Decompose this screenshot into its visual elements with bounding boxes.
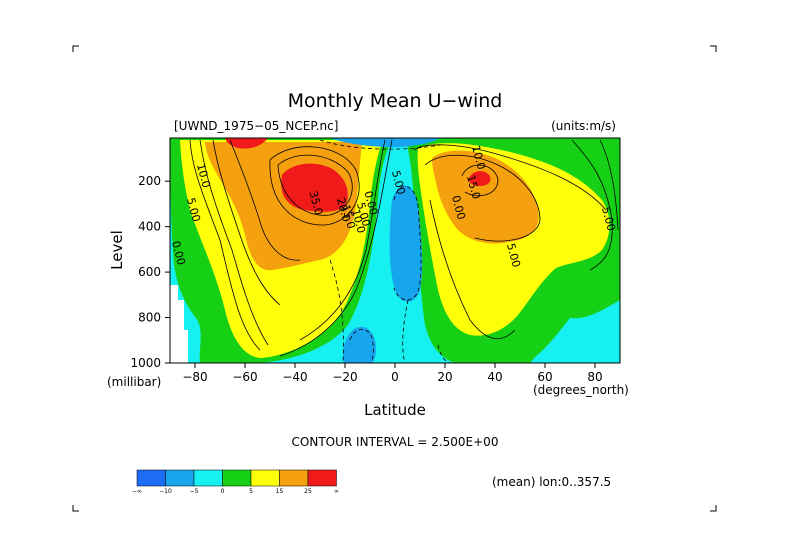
x-axis-title: Latitude — [364, 401, 426, 419]
x-tick-label: 0 — [391, 370, 399, 384]
colorbar-tick-label: 0 — [221, 488, 225, 495]
contour-label: 0.00 — [169, 239, 188, 266]
y-tick-label: 1000 — [130, 356, 161, 370]
colorbar-tick-label: ∞ — [334, 488, 339, 495]
contour-label: 5.00 — [184, 196, 203, 223]
x-tick-label: 60 — [537, 370, 552, 384]
contour-label: 5.00 — [504, 242, 523, 269]
band-blue-equator — [389, 185, 423, 302]
missing-data — [170, 285, 188, 363]
x-tick-label: 40 — [487, 370, 502, 384]
contour-label: 5.00 — [599, 205, 618, 232]
x-tick-label: −60 — [232, 370, 257, 384]
y-tick-label: 800 — [138, 311, 161, 325]
source-label: [UWND_1975−05_NCEP.nc] — [174, 119, 338, 133]
contour-label: 15.0 — [464, 174, 483, 201]
contour-label: 10.0 — [469, 144, 488, 171]
x-unit-label: (degrees_north) — [533, 383, 629, 397]
band-red-south — [281, 163, 348, 212]
units-label: (units:m/s) — [551, 119, 616, 133]
contour-label: 0.00 — [361, 189, 380, 216]
contour-label: 0.00 — [449, 194, 468, 221]
contour-label: 5.00 — [389, 169, 408, 196]
crop-marks — [72, 45, 717, 512]
contour-label: 20.0 — [334, 196, 353, 223]
colorbar-tick-label: −5 — [190, 488, 199, 495]
band-orange-north — [432, 150, 539, 244]
x-axis: −80 −60 −40 −20 0 20 40 60 80 — [182, 363, 603, 384]
colorbar-tick-label: −∞ — [132, 488, 142, 495]
contour-label: 10.0 — [349, 208, 368, 235]
x-tick-label: −20 — [332, 370, 357, 384]
plot-area — [170, 138, 620, 363]
colorbar-tick-label: 25 — [304, 488, 312, 495]
contours-positive — [189, 139, 619, 357]
mean-note: (mean) lon:0..357.5 — [492, 475, 611, 489]
colorbar-swatch — [222, 469, 252, 487]
contour-label: 15.0 — [339, 203, 358, 230]
x-tick-label: 80 — [587, 370, 602, 384]
band-blue-south-low — [342, 326, 376, 363]
contour-label: 5.00 — [354, 201, 373, 228]
x-tick-label: −40 — [282, 370, 307, 384]
y-axis-title: Level — [108, 230, 126, 270]
colorbar-tick-label: 15 — [276, 488, 284, 495]
colorbar-swatch — [136, 469, 166, 487]
x-tick-label: 20 — [437, 370, 452, 384]
contour-label: 35.0 — [306, 189, 325, 216]
colorbar: −∞ −10 −5 0 5 15 25 ∞ — [132, 469, 339, 495]
y-tick-label: 200 — [138, 174, 161, 188]
colorbar-swatch — [279, 469, 309, 487]
band-blue-top — [330, 138, 440, 148]
y-unit-label: (millibar) — [107, 375, 161, 389]
x-tick-label: −80 — [182, 370, 207, 384]
colorbar-swatch — [165, 469, 195, 487]
band-red-top — [225, 138, 268, 149]
contour-label: 10.0 — [194, 162, 213, 189]
band-red-north — [468, 171, 491, 186]
colorbar-swatch — [250, 469, 280, 487]
contour-interval: CONTOUR INTERVAL = 2.500E+00 — [292, 435, 499, 449]
colorbar-tick-label: 5 — [249, 488, 253, 495]
y-tick-label: 400 — [138, 220, 161, 234]
chart-title: Monthly Mean U−wind — [288, 90, 503, 112]
y-axis: 200 400 600 800 1000 — [130, 174, 170, 370]
colorbar-swatch — [193, 469, 223, 487]
colorbar-swatch — [307, 469, 337, 487]
colorbar-tick-label: −10 — [159, 488, 172, 495]
y-tick-label: 600 — [138, 265, 161, 279]
